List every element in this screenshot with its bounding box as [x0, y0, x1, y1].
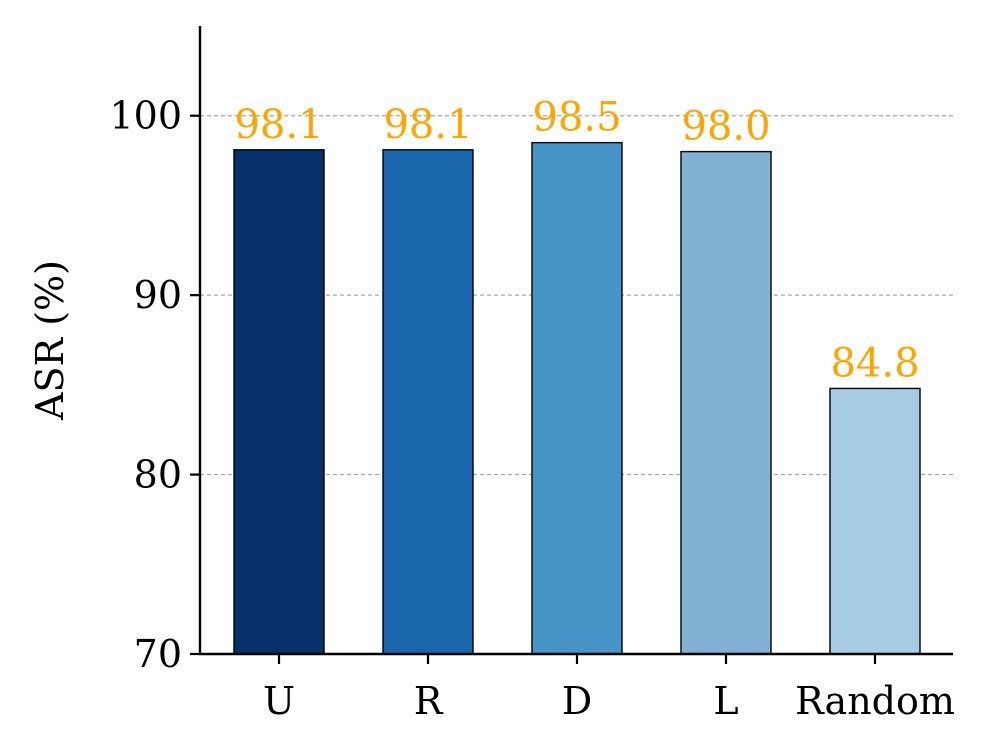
y-tick-label: 100: [109, 94, 182, 138]
bar: [382, 149, 474, 655]
x-tick-label: R: [414, 679, 444, 723]
bar-value-label: 98.1: [234, 102, 323, 148]
bar-value-label: 98.5: [532, 95, 621, 141]
data-labels: 98.1 98.1 98.5 98.0 84.8: [234, 95, 919, 387]
x-ticks: U R D L Random: [263, 654, 955, 723]
bar: [680, 150, 772, 655]
x-tick-label: D: [562, 679, 592, 723]
y-axis-label: ASR (%): [28, 260, 72, 421]
y-tick-label: 70: [134, 632, 182, 676]
y-tick-label: 90: [134, 273, 182, 317]
bar: [531, 141, 623, 655]
bar-value-label: 98.1: [383, 102, 472, 148]
bar: [829, 387, 921, 655]
y-ticks: 70 80 90 100: [109, 94, 200, 676]
x-tick-label: Random: [795, 679, 955, 723]
bar: [233, 149, 325, 655]
y-tick-label: 80: [134, 453, 182, 497]
bar-value-label: 84.8: [830, 340, 919, 386]
x-tick-label: U: [263, 679, 295, 723]
bars: [233, 141, 921, 655]
x-tick-label: L: [713, 679, 738, 723]
bar-value-label: 98.0: [681, 104, 770, 150]
